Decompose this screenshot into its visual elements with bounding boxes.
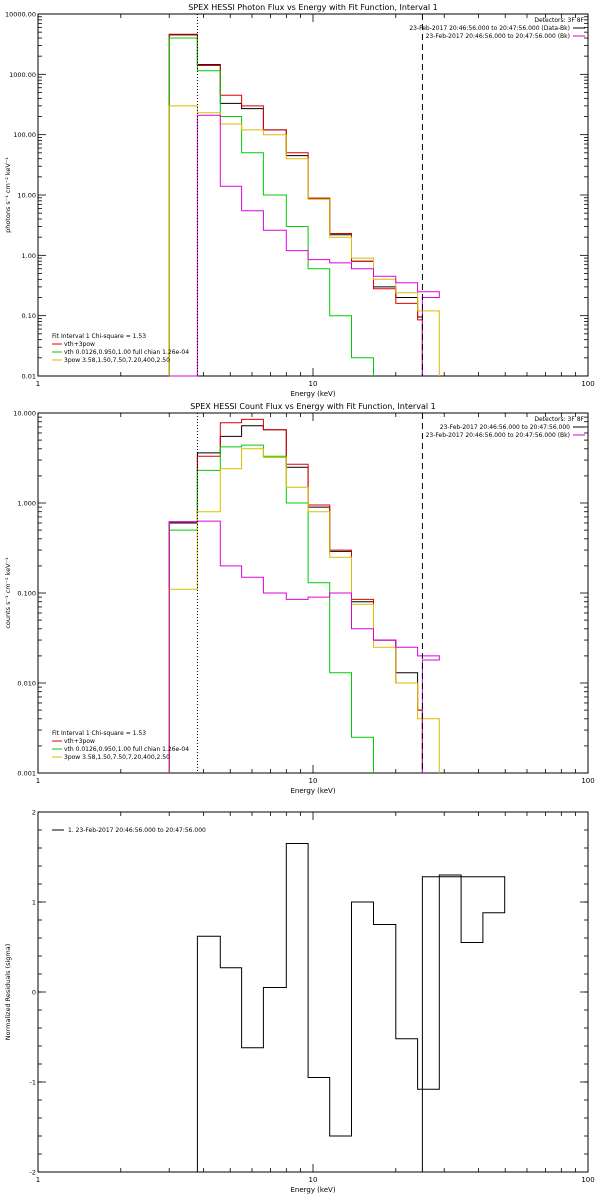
x-axis-label: Energy (keV) [290, 1186, 335, 1194]
y-axis-label: Normalized Residuals (sigma) [4, 944, 12, 1041]
y-tick-label: 100.00 [13, 131, 36, 139]
y-tick-label: 0 [32, 989, 36, 997]
y-tick-label: 0.010 [17, 680, 36, 688]
y-tick-label: -2 [30, 1169, 36, 1177]
x-tick-label: 10 [309, 380, 318, 388]
series-3pow [168, 448, 440, 773]
legend-top-right-text: 23-Feb-2017 20:46:56.000 to 20:47:56.000… [426, 432, 570, 439]
x-tick-label: 100 [581, 380, 594, 388]
x-tick-label: 1 [36, 1176, 40, 1184]
chart-panel-2: SPEX HESSI Count Flux vs Energy with Fit… [4, 402, 595, 795]
x-tick-label: 1 [36, 777, 40, 785]
plot-frame [37, 412, 589, 774]
legend-bottom-left-text: vth 0.0126,0.950,1.00 full chian 1.26e-0… [64, 746, 189, 753]
legend-top-right-text: Detectors: 3F 8F [534, 416, 584, 423]
chart-panel-1: SPEX HESSI Photon Flux vs Energy with Fi… [4, 3, 595, 398]
y-tick-label: 1.00 [22, 252, 36, 260]
legend-top-left-text: 1. 23-Feb-2017 20:46:56.000 to 20:47:56.… [68, 827, 206, 834]
y-tick-label: 10.000 [13, 410, 36, 418]
legend-top-right-text: 23-Feb-2017 20:46:56.000 to 20:47:56.000… [409, 25, 570, 32]
series-data-bk [168, 34, 423, 376]
chart-title: SPEX HESSI Count Flux vs Energy with Fit… [190, 402, 435, 411]
y-tick-label: 0.01 [22, 373, 36, 381]
y-tick-label: 10.00 [17, 192, 36, 200]
series-vth-3pow [168, 418, 423, 773]
y-tick-label: 1000.00 [9, 71, 36, 79]
x-axis-label: Energy (keV) [290, 390, 335, 398]
series-bk [168, 520, 440, 773]
legend-top-right-text: Detectors: 3F 8F [534, 17, 584, 24]
chart-panel-3: 1 10 100 Energy (keV) -2 -1 0 1 2 Normalized Resi… [4, 809, 595, 1195]
x-tick-label: 10 [309, 777, 318, 785]
y-axis-label: counts s⁻¹ cm⁻² keV⁻¹ [4, 557, 12, 629]
series-vth-3pow [168, 33, 423, 376]
y-tick-label: 1.000 [17, 500, 36, 508]
chart-title: SPEX HESSI Photon Flux vs Energy with Fi… [188, 3, 438, 12]
legend-bottom-left-text: 3pow 3.58,1.50,7.50,7.20,400,2.50 [64, 754, 170, 761]
legend-top-right-text: 23-Feb-2017 20:46:56.000 to 20:47:56.000… [426, 33, 570, 40]
y-tick-label: 0.001 [17, 770, 36, 778]
legend-bottom-left-text: vth 0.0126,0.950,1.00 full chian 1.26e-0… [64, 349, 189, 356]
legend-top-right-text: 23-Feb-2017 20:46:56.000 to 20:47:56.000 [440, 424, 570, 431]
y-tick-label: -1 [30, 1079, 36, 1087]
x-tick-label: 10 [309, 1176, 318, 1184]
legend-bottom-left-text: vth+3pow [64, 738, 95, 745]
x-tick-label: 1 [36, 380, 40, 388]
y-tick-label: 1 [32, 899, 36, 907]
series-1-23-feb-2017-20-46-56-000-to-20-47-56-000 [196, 843, 506, 1172]
x-tick-label: 100 [581, 777, 594, 785]
y-tick-label: 2 [32, 809, 36, 817]
legend-bottom-left-text: vth+3pow [64, 341, 95, 348]
plot-frame [37, 13, 589, 377]
y-tick-label: 10000.00 [5, 11, 36, 19]
series-vth [168, 444, 374, 773]
series-bk [169, 114, 440, 377]
legend-bottom-left-text: Fit Interval 1 Chi-square = 1.53 [52, 730, 146, 737]
x-axis-label: Energy (keV) [290, 787, 335, 795]
y-tick-label: 0.10 [22, 312, 36, 320]
y-axis-label: photons s⁻¹ cm⁻² keV⁻¹ [4, 157, 12, 233]
legend-bottom-left-text: 3pow 3.58,1.50,7.50,7.20,400,2.50 [64, 357, 170, 364]
series-3pow [168, 105, 440, 376]
legend-bottom-left-text: Fit Interval 1 Chi-square = 1.53 [52, 333, 146, 340]
plot-frame [37, 811, 589, 1173]
y-tick-label: 0.100 [17, 590, 36, 598]
x-tick-label: 100 [581, 1176, 594, 1184]
series-vth [168, 37, 374, 376]
